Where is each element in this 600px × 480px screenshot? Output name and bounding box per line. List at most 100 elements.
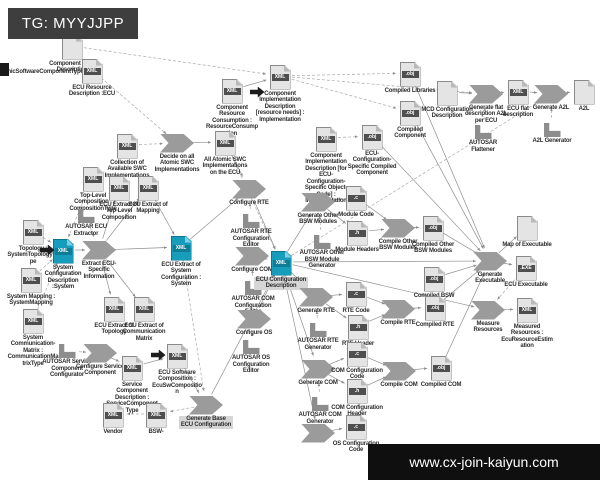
compiled-other-bsw-modules: .obj Compiled Other BSW Modules: [406, 215, 460, 255]
node-label: Component Implementation Description [re…: [255, 90, 305, 123]
ecu-executable: .EXE ECU Executable: [499, 255, 553, 289]
file-type-band: .c: [348, 350, 366, 358]
file-type-band: .obj: [401, 70, 419, 78]
file-type-band: .c: [347, 194, 365, 202]
file-type-band: .h: [348, 387, 366, 395]
atomic-software-component-type: AtomicSoftwareComponentType: [0, 68, 90, 76]
xml-document-highlight-icon: XML: [170, 235, 192, 261]
tool-icon: [77, 209, 95, 223]
edge-ecu-configuration-description--generate-executable: [292, 259, 477, 263]
generate-executable: Generate Executable: [463, 251, 517, 285]
system-mapping: XML System Mapping : SystemMapping: [4, 267, 58, 307]
page-fold: [235, 78, 243, 86]
edge-ecu-extract-of-system-configuration--configure-rte: [189, 197, 239, 240]
file-type-band: XML: [24, 228, 42, 236]
edge-extract-ecu-specific-information--ecu-extract-of-communication-matrix: [106, 259, 136, 298]
bsw-document: XML BSW-: [129, 402, 183, 436]
compile-rte: Compile RTE: [371, 299, 425, 327]
node-label: Compiled COM: [420, 381, 462, 388]
node-label: Top-Level Composition : CompositionType: [69, 192, 117, 212]
node-label: AUTOSAR RTE Generator: [297, 338, 339, 351]
node-label: Map of Executable: [502, 241, 552, 248]
document-icon: XML: [116, 133, 138, 159]
file-type-band: XML: [168, 352, 186, 360]
file-type-band: XML: [123, 364, 141, 372]
node-label: AUTOSAR RTE Configuration Editor: [230, 229, 272, 248]
document-icon: .h: [347, 314, 369, 340]
collection-of-available-swc-implementations: XML Collection of Available SWC Implement…: [100, 133, 154, 180]
page-fold: [228, 130, 236, 138]
component-type-description: Component Type Description: [45, 34, 99, 74]
node-label: Configure Service Component: [76, 363, 124, 377]
node-label: AUTOSAR Other BSW Module Generator: [299, 250, 345, 269]
ecu-extract-of-top-level-composition: XML ECU Extract of Top-Level Composition: [92, 175, 146, 222]
edge-compiled-other-bsw-modules--generate-executable: [443, 232, 479, 255]
page-fold: [375, 124, 383, 132]
page-fold: [151, 175, 159, 183]
module-headers: .h Module Headers: [330, 220, 384, 254]
file-type-band: XML: [272, 259, 290, 267]
file-type-band: XML: [172, 244, 190, 252]
document-icon: .h: [346, 220, 368, 246]
file-type-band: XML: [84, 175, 102, 183]
watermark-tag-text: TG: MYYJJPP: [21, 15, 125, 32]
xml-document-highlight-icon: XML: [270, 250, 292, 276]
node-label: All Atomic SWC Implementations on the EC…: [202, 156, 248, 176]
document-icon: .obj: [361, 124, 383, 150]
edge-generate-other-bsw-modules--module-headers: [327, 209, 347, 224]
page-fold: [135, 355, 143, 363]
process-arrow-icon: [469, 84, 503, 104]
node-label: ECU Extract of Topology: [94, 322, 134, 336]
node-label: AUTOSAR COM Configuration Editor: [231, 296, 275, 315]
document-icon: XML: [103, 296, 125, 322]
autosar-flattener: AUTOSAR Flattener: [456, 125, 510, 153]
rte-code: .c RTE Code: [329, 281, 383, 315]
page-fold: [180, 343, 188, 351]
node-label: Extract ECU- Specific Information: [81, 260, 117, 280]
file-type-band: .obj: [425, 275, 443, 283]
page-fold: [283, 64, 291, 72]
node-label: ECU Resource Description :ECU: [68, 84, 116, 98]
page-fold: [437, 266, 445, 274]
edge-module-code--compile-other-bsw-modules: [365, 203, 387, 220]
file-type-band: .obj: [401, 109, 419, 117]
vendor-document: XML Vendor: [86, 402, 140, 436]
edge-extract-ecu-specific-information--ecu-extract-of-top-level-composition: [102, 200, 116, 239]
page-fold: [521, 79, 529, 87]
edge-component-type-description--component-implementation-description-resource-needs: [83, 47, 267, 75]
black-arrow-component-implementation: [230, 86, 284, 98]
document-icon: [516, 215, 538, 241]
file-type-band: XML: [54, 247, 72, 255]
process-arrow-icon: [189, 395, 223, 415]
page-fold: [438, 295, 446, 303]
node-label: Compiled Other BSW Modules: [411, 241, 455, 255]
document-icon: XML: [214, 130, 236, 156]
component-implementation-description-object-code: XML Component Implementation Description …: [299, 126, 353, 205]
page-fold: [95, 58, 103, 66]
node-label: Generate RTE: [297, 307, 335, 314]
page-fold: [360, 341, 368, 349]
node-label: Compiled Component: [394, 126, 426, 140]
node-label: Generate flat description A2L per ECU: [464, 104, 508, 124]
edge-component-implementation-description-object-code--ecu-configuration-specific-compiled-component: [337, 135, 359, 139]
process-arrow-icon: [235, 246, 269, 266]
document-icon: .obj: [399, 100, 421, 126]
edge-compiled-bsw--generate-executable: [445, 264, 477, 275]
page-fold: [36, 219, 44, 227]
autosar-service-component-configurator: AUTOSAR Service Component Configurator: [40, 344, 94, 379]
file-type-band: XML: [110, 184, 128, 192]
ecu-extract-of-topology: XML ECU Extract of Topology: [87, 296, 141, 336]
file-type-band: XML: [317, 135, 335, 143]
measure-resources: Measure Resources: [461, 300, 515, 334]
edge-ecu-configuration-description--generate-os: [283, 273, 316, 420]
node-label: AUTOSAR Flattener: [468, 140, 498, 153]
document-icon: XML: [102, 402, 124, 428]
component-implementation-description-resource-needs: XML Component Implementation Description …: [253, 64, 307, 124]
document-icon: XML: [221, 78, 243, 104]
edge-system-communication-matrix--system-configuration-description: [37, 262, 58, 310]
node-label: Configure RTE: [229, 199, 269, 206]
autosar-os-configuration-editor: AUTOSAR OS Configuration Editor: [224, 340, 278, 375]
node-label: System Communication- Matrix : Communica…: [7, 334, 59, 367]
document-icon: XML: [145, 402, 167, 428]
edge-compiled-component--generate-executable: [415, 122, 484, 249]
